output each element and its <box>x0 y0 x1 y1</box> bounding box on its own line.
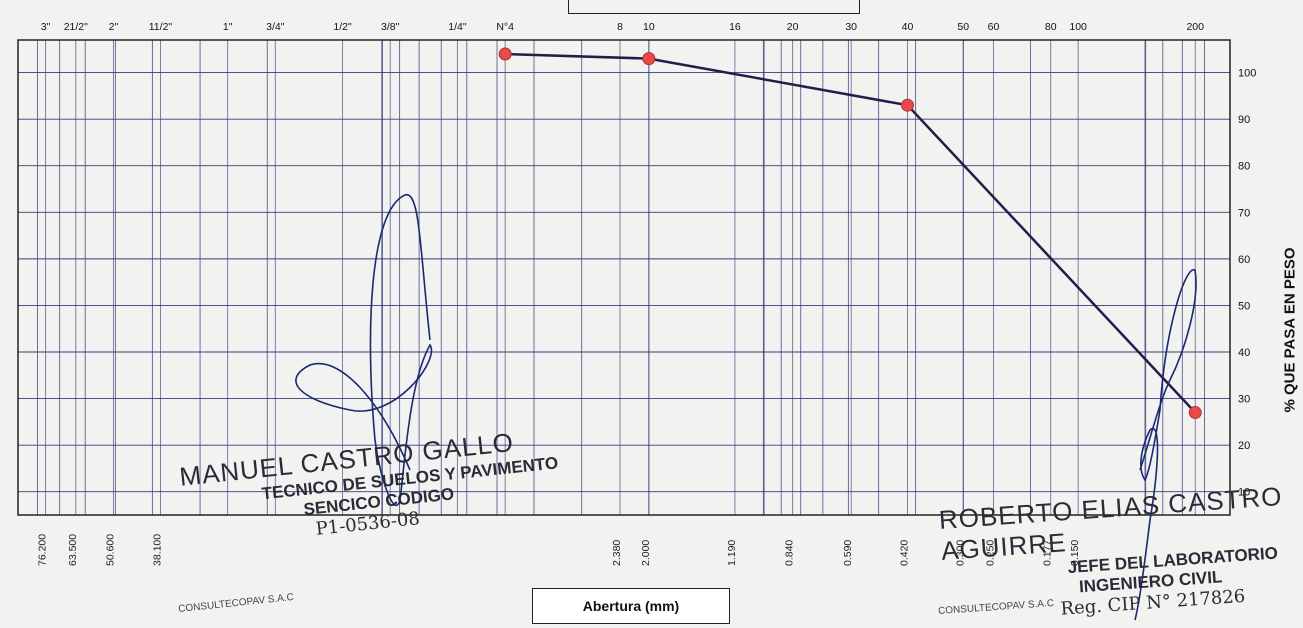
sieve-label: 3" <box>41 21 51 33</box>
sieve-label: 1/4" <box>448 21 467 33</box>
y-tick-label: 70 <box>1238 207 1250 219</box>
data-point <box>1188 406 1202 420</box>
header-box <box>568 0 860 14</box>
x-tick-label: 0.250 <box>984 540 996 566</box>
sieve-label: N°4 <box>496 21 514 33</box>
sieve-label: 40 <box>902 21 914 33</box>
data-point <box>642 52 656 66</box>
sieve-label: 60 <box>988 21 1000 33</box>
sieve-label: 80 <box>1045 21 1057 33</box>
x-tick-label: 0.590 <box>842 540 854 566</box>
sieve-label: 200 <box>1186 21 1204 33</box>
x-tick-label: 0.300 <box>954 540 966 566</box>
series <box>498 47 1202 420</box>
sieve-label: 30 <box>845 21 857 33</box>
x-tick-label: 2.000 <box>640 540 652 566</box>
x-tick-labels: 76.200 63.500 50.600 38.100 2.380 2.000 1.190 0… <box>37 534 1082 566</box>
grid <box>18 40 1230 515</box>
sieve-label: 100 <box>1069 21 1087 33</box>
series-line <box>505 52 1197 414</box>
y-tick-label: 100 <box>1238 68 1256 80</box>
data-point <box>498 47 512 61</box>
y-tick-label: 90 <box>1238 114 1250 126</box>
y-tick-label: 40 <box>1238 347 1250 359</box>
x-axis-label: Abertura (mm) <box>532 588 730 624</box>
y-tick-label: 10 <box>1238 487 1250 499</box>
sieve-label: 3/4" <box>266 21 285 33</box>
y-tick-label: 80 <box>1238 161 1250 173</box>
sieve-label: 11/2" <box>149 21 173 33</box>
x-tick-label: 0.150 <box>1069 540 1081 566</box>
y-tick-label: 20 <box>1238 440 1250 452</box>
x-tick-label: 1.190 <box>726 540 738 566</box>
x-tick-label: 2.380 <box>611 540 623 566</box>
y-tick-label: 30 <box>1238 394 1250 406</box>
x-tick-label: 0.177 <box>1042 540 1054 566</box>
sieve-label: 2" <box>109 21 119 33</box>
x-tick-label: 50.600 <box>104 534 116 566</box>
x-tick-label: 63.500 <box>67 534 79 566</box>
sieve-label: 20 <box>787 21 799 33</box>
x-tick-label: 0.420 <box>899 540 911 566</box>
sieve-labels: 3" 21/2" 2" 11/2" 1" 3/4" 1/2" 3/8" 1/4" N°4 8 10 16… <box>41 21 1204 33</box>
plot-frame <box>17 39 1231 516</box>
y-axis-label: % QUE PASA EN PESO <box>1281 247 1299 413</box>
sieve-label: 3/8" <box>381 21 400 33</box>
sieve-label: 1/2" <box>333 21 352 33</box>
sieve-label: 16 <box>729 21 741 33</box>
sieve-label: 21/2" <box>64 21 88 33</box>
x-tick-label: 0.840 <box>784 540 796 566</box>
sieve-label: 10 <box>643 21 655 33</box>
x-tick-label: 38.100 <box>151 534 163 566</box>
sieve-label: 8 <box>617 21 623 33</box>
signature-right <box>1134 269 1197 621</box>
sieve-label: 50 <box>957 21 969 33</box>
signatures <box>295 194 1197 621</box>
data-point <box>901 98 915 112</box>
sieve-label: 1" <box>223 21 233 33</box>
y-tick-label: 60 <box>1238 254 1250 266</box>
y-tick-labels: 10 20 30 40 50 60 70 80 90 100 <box>1238 68 1256 499</box>
x-tick-label: 76.200 <box>37 534 49 566</box>
signature-left <box>295 194 433 507</box>
y-tick-label: 50 <box>1238 300 1250 312</box>
